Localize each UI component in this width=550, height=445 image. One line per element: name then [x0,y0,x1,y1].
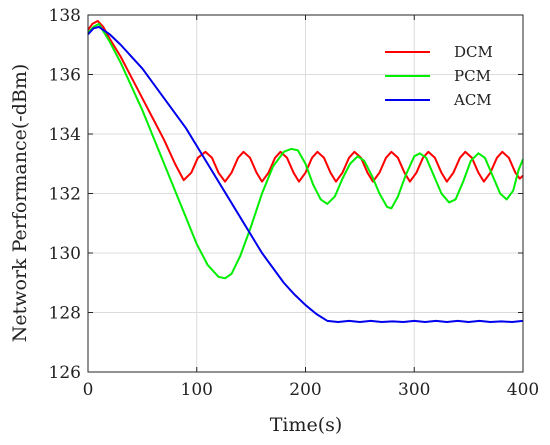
y-tick-label: 132 [49,185,81,205]
series-line-dcm [87,19,524,183]
tick-layer: 0 100 200 300 400 126 128 130 132 134 136 138 [49,6,540,400]
series-line-pcm [87,22,524,280]
x-tick-label: 300 [398,380,430,400]
x-tick-label: 0 [83,380,94,400]
legend-label-pcm: PCM [454,67,491,85]
y-tick-label: 130 [49,244,81,264]
x-tick-label: 100 [181,380,213,400]
y-tick-label: 126 [49,363,81,383]
series-line-acm [87,25,524,324]
y-tick-label: 138 [49,6,81,26]
legend-label-acm: ACM [453,91,492,109]
y-axis-label: Network Performance(-dBm) [9,64,31,343]
y-tick-label: 136 [49,66,81,86]
x-tick-label: 200 [289,380,321,400]
series-layer [87,19,524,324]
y-tick-label: 128 [49,304,81,324]
y-tick-label: 134 [49,125,81,145]
legend: DCM PCM ACM [385,43,493,109]
x-tick-label: 400 [507,380,539,400]
x-axis-label: Time(s) [270,414,343,436]
legend-label-dcm: DCM [454,43,493,61]
